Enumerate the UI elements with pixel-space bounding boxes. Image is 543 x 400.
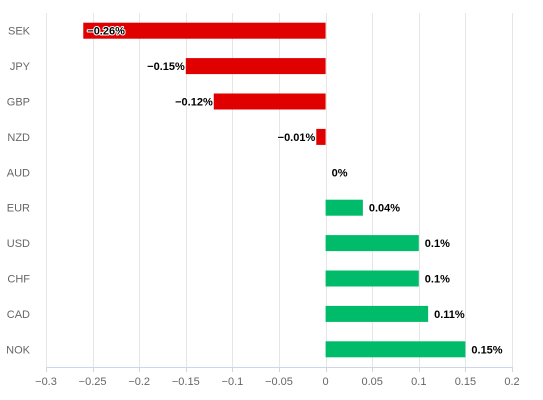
bar[interactable] — [83, 22, 326, 39]
bar[interactable] — [213, 93, 326, 110]
data-labels: −0.26% −0.15% −0.12% −0.01% 0% 0.04% 0.1% 0.1% 0… — [86, 25, 504, 358]
bars — [83, 22, 466, 358]
category-label: NZD — [7, 132, 30, 144]
bar[interactable] — [325, 341, 466, 358]
category-label: SEK — [8, 26, 31, 38]
category-label: NOK — [6, 344, 31, 356]
category-label: EUR — [7, 203, 30, 215]
category-label: AUD — [7, 167, 30, 179]
data-label: −0.01% — [278, 132, 316, 144]
bar[interactable] — [325, 199, 363, 216]
x-tick-label: −0.15 — [172, 376, 200, 388]
data-label: 0% — [332, 167, 348, 179]
x-tick-label: −0.05 — [265, 376, 293, 388]
category-label: USD — [7, 238, 30, 250]
category-axis: SEK JPY GBP NZD AUD EUR USD CHF CAD NOK — [6, 26, 31, 357]
data-label: −0.26% — [87, 26, 125, 38]
category-label: CAD — [7, 309, 30, 321]
category-label: JPY — [10, 61, 31, 73]
x-tick-label: 0.1 — [411, 376, 426, 388]
bar[interactable] — [325, 270, 419, 287]
x-tick-label: −0.3 — [35, 376, 57, 388]
x-tick-label: 0.05 — [361, 376, 382, 388]
bar[interactable] — [316, 128, 326, 145]
x-tick-label: −0.1 — [222, 376, 244, 388]
x-tick-label: −0.25 — [79, 376, 107, 388]
bar[interactable] — [325, 235, 419, 252]
category-label: GBP — [7, 97, 30, 109]
bar[interactable] — [325, 305, 429, 322]
x-tick-label: 0.15 — [455, 376, 476, 388]
data-label: 0.1% — [425, 238, 450, 250]
data-label: −0.15% — [147, 61, 185, 73]
data-label: 0.11% — [434, 309, 465, 321]
data-label: −0.12% — [175, 97, 213, 109]
data-label: 0.04% — [369, 203, 400, 215]
x-tick-label: −0.2 — [128, 376, 150, 388]
data-label: 0.15% — [471, 344, 502, 356]
data-label: 0.1% — [425, 274, 450, 286]
x-tick-label: 0 — [323, 376, 329, 388]
x-tick-label: 0.2 — [504, 376, 519, 388]
bar[interactable] — [185, 58, 326, 75]
x-axis: −0.3 −0.25 −0.2 −0.15 −0.1 −0.05 0 0.05 0.1 0.15 0… — [35, 367, 520, 388]
category-label: CHF — [7, 274, 30, 286]
